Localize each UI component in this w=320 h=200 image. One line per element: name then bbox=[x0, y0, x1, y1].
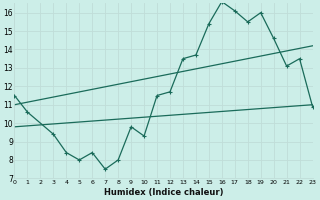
X-axis label: Humidex (Indice chaleur): Humidex (Indice chaleur) bbox=[104, 188, 223, 197]
